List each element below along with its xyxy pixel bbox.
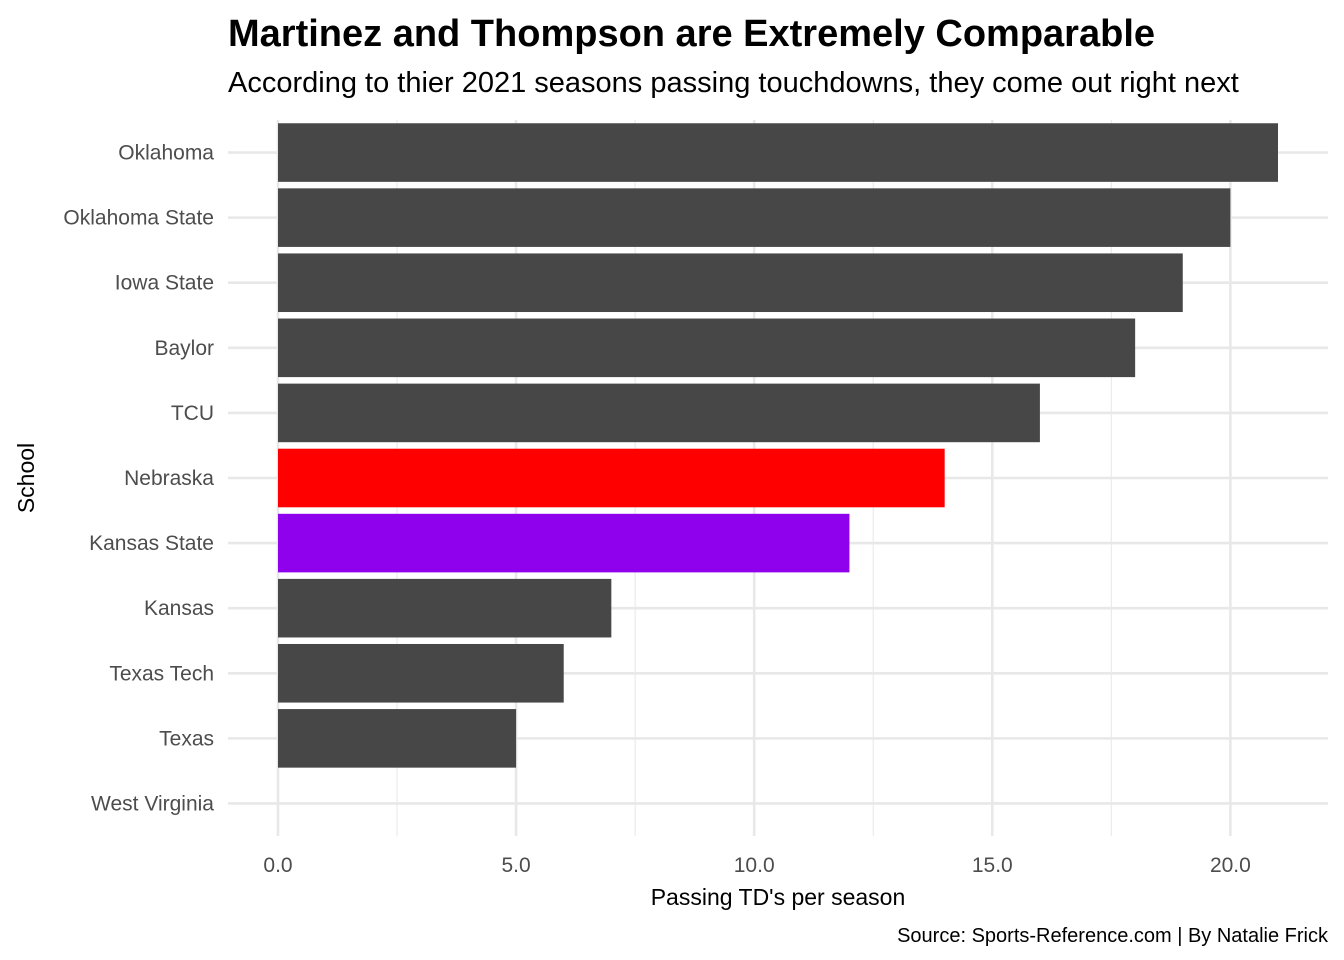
bar-kansas	[278, 578, 612, 638]
x-tick-label: 10.0	[734, 854, 775, 877]
y-tick-label-kansas-state: Kansas State	[89, 532, 214, 555]
x-tick-label: 5.0	[501, 854, 530, 877]
y-tick-label-kansas: Kansas	[144, 597, 214, 620]
x-tick-label: 20.0	[1210, 854, 1251, 877]
y-tick-label-iowa-state: Iowa State	[115, 272, 214, 295]
bar-tcu	[278, 383, 1040, 443]
chart-text: Martinez and Thompson are Extremely Comp…	[13, 13, 1329, 947]
x-tick-label: 15.0	[972, 854, 1013, 877]
x-tick-label: 0.0	[263, 854, 292, 877]
y-tick-label-baylor: Baylor	[154, 337, 214, 360]
bar-iowa-state	[278, 253, 1183, 313]
tick-labels: Oklahoma Oklahoma State Iowa State Baylor TC…	[63, 142, 1250, 877]
y-tick-label-oklahoma-state: Oklahoma State	[63, 207, 214, 230]
chart-subtitle: According to thier 2021 seasons passing …	[228, 67, 1239, 99]
bar-oklahoma-state	[278, 188, 1231, 247]
y-axis-title: School	[13, 443, 39, 513]
y-tick-label-texas-tech: Texas Tech	[109, 662, 214, 685]
y-tick-label-oklahoma: Oklahoma	[118, 142, 214, 165]
bar-oklahoma	[278, 123, 1278, 182]
y-tick-label-texas: Texas	[159, 727, 214, 750]
y-tick-label-nebraska: Nebraska	[124, 467, 214, 490]
bar-nebraska	[278, 448, 945, 508]
bar-baylor	[278, 318, 1136, 378]
chart-title: Martinez and Thompson are Extremely Comp…	[228, 13, 1155, 55]
bar-texas-tech	[278, 643, 564, 703]
bar-kansas-state	[278, 513, 850, 573]
bar-texas	[278, 709, 517, 768]
chart-caption: Source: Sports-Reference.com | By Natali…	[897, 925, 1329, 947]
y-tick-label-west-virginia: West Virginia	[91, 792, 214, 815]
y-tick-label-tcu: TCU	[171, 402, 214, 425]
bars	[278, 123, 1278, 768]
x-axis-title: Passing TD's per season	[651, 884, 906, 910]
